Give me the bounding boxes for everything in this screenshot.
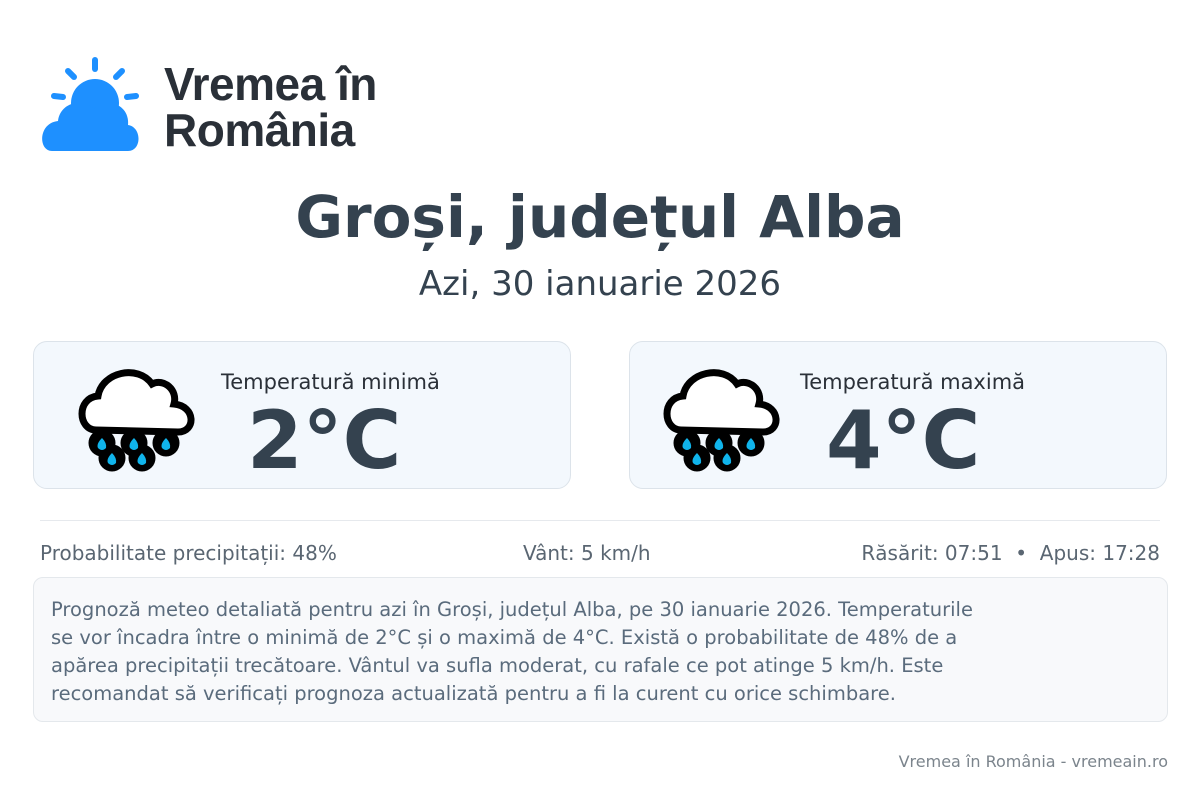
description-line: apărea precipitații trecătoare. Vântul v…: [51, 654, 944, 677]
max-temperature-label: Temperatură maximă: [800, 370, 1026, 394]
sunrise-sunset: Răsărit: 07:51 • Apus: 17:28: [861, 541, 1160, 565]
min-temperature-value: 2°C: [247, 394, 402, 487]
sun-cloud-logo-icon: [42, 57, 139, 151]
page-title: Groși, județul Alba: [295, 183, 905, 251]
max-temperature-value: 4°C: [826, 394, 981, 487]
description-line: se vor încadra între o minimă de 2°C și …: [51, 626, 958, 649]
min-temperature-card: Temperatură minimă 2°C: [33, 341, 571, 489]
brand-name-line1: Vremea în: [164, 58, 377, 110]
page-subtitle: Azi, 30 ianuarie 2026: [418, 264, 782, 304]
forecast-description: Prognoză meteo detaliată pentru azi în G…: [33, 577, 1168, 722]
description-line: recomandat să verificați prognoza actual…: [51, 682, 896, 705]
min-temperature-label: Temperatură minimă: [221, 370, 440, 394]
brand-name: Vremea în România: [164, 61, 377, 153]
precipitation-probability: Probabilitate precipitații: 48%: [40, 541, 337, 565]
rain-cloud-icon: [663, 369, 780, 472]
site-logo[interactable]: Vremea în România: [38, 55, 377, 153]
footer-credit[interactable]: Vremea în România - vremeain.ro: [898, 752, 1168, 771]
brand-name-line2: România: [164, 104, 355, 156]
wind-speed: Vânt: 5 km/h: [523, 541, 651, 565]
description-line: Prognoză meteo detaliată pentru azi în G…: [51, 598, 973, 621]
divider: [40, 520, 1160, 521]
max-temperature-card: Temperatură maximă 4°C: [629, 341, 1167, 489]
rain-cloud-icon: [78, 369, 195, 472]
